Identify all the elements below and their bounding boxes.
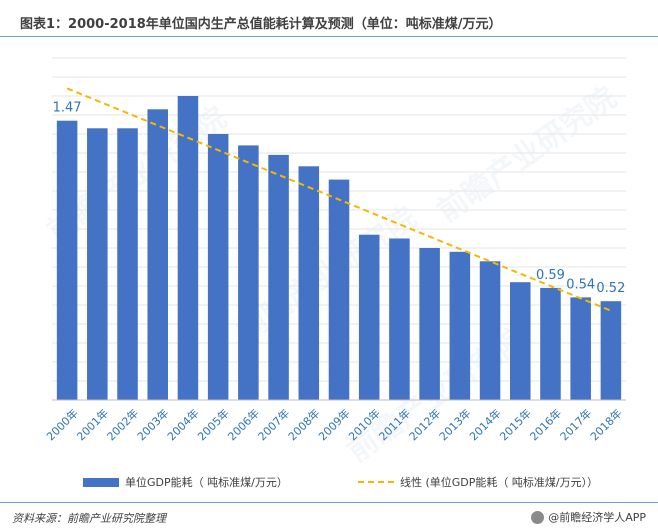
brand-logo-icon — [531, 510, 545, 524]
title-divider — [0, 36, 658, 37]
legend-bar-label: 单位GDP能耗（ 吨标准煤/万元） — [125, 476, 288, 489]
brand-label: @前瞻经济学人APP — [548, 511, 646, 524]
x-tick-label: 2015年 — [497, 406, 534, 443]
x-tick-label: 2002年 — [104, 406, 141, 443]
legend-bar-swatch — [83, 477, 119, 487]
trendline — [66, 87, 612, 312]
x-tick-label: 2018年 — [587, 406, 624, 443]
chart-legend: 单位GDP能耗（ 吨标准煤/万元） 线性 (单位GDP能耗（ 吨标准煤/万元）） — [0, 474, 658, 490]
x-tick-label: 2001年 — [74, 406, 111, 443]
bar-2010年 — [358, 234, 380, 400]
bar-layer — [56, 96, 622, 401]
data-label-2000年: 1.47 — [53, 101, 82, 116]
x-tick-label: 2008年 — [285, 406, 322, 443]
x-tick-label: 2006年 — [225, 406, 262, 443]
footer-divider — [0, 502, 658, 503]
bar-2004年 — [177, 96, 199, 400]
bar-2003年 — [147, 109, 169, 401]
legend-item-bars: 单位GDP能耗（ 吨标准煤/万元） — [83, 474, 288, 490]
bar-2009年 — [328, 179, 350, 400]
legend-line-swatch — [358, 481, 394, 483]
bar-2012年 — [419, 248, 440, 400]
x-tick-label: 2010年 — [346, 406, 383, 443]
x-tick-label: 2013年 — [436, 406, 473, 443]
bar-2006年 — [238, 145, 259, 400]
data-label-2018年: 0.52 — [596, 281, 625, 296]
x-tick-label: 2005年 — [194, 406, 231, 443]
bar-2001年 — [87, 128, 108, 401]
x-tick-label: 2004年 — [164, 406, 201, 443]
bar-2000年 — [56, 120, 78, 400]
chart-title: 图表1：2000-2018年单位国内生产总值能耗计算及预测（单位：吨标准煤/万元… — [20, 17, 502, 32]
x-tick-label: 2007年 — [255, 406, 292, 443]
bar-2008年 — [298, 166, 320, 400]
bar-chart: 1.470.590.54 0.52 2000年2001年2002年2003年200… — [43, 57, 626, 443]
bar-2013年 — [449, 251, 471, 400]
x-tick-label: 2016年 — [527, 406, 564, 443]
x-tick-label: 2003年 — [134, 406, 171, 443]
x-tick-label: 2017年 — [557, 406, 594, 443]
bar-2002年 — [117, 128, 138, 401]
brand-mark: @前瞻经济学人APP — [531, 509, 646, 525]
x-tick-label: 2014年 — [466, 406, 503, 443]
x-tick-label: 2000年 — [43, 406, 80, 443]
x-axis: 2000年2001年2002年2003年2004年2005年2006年2007年… — [43, 399, 626, 443]
data-label-2016年: 0.59 — [536, 268, 565, 283]
x-tick-label: 2011年 — [376, 406, 413, 443]
bar-2014年 — [479, 261, 501, 400]
label-layer: 1.47 0.590.54 0.52 — [53, 101, 626, 297]
trend-layer — [66, 87, 612, 312]
legend-item-trend: 线性 (单位GDP能耗（ 吨标准煤/万元）） — [358, 474, 598, 490]
x-tick-label: 2012年 — [406, 406, 443, 443]
bar-2007年 — [268, 154, 289, 400]
bar-2011年 — [389, 238, 410, 400]
source-note: 资料来源：前瞻产业研究院整理 — [12, 512, 166, 525]
data-label-2017年: 0.54 — [566, 277, 595, 292]
bar-2016年 — [540, 287, 561, 400]
bar-2015年 — [509, 282, 531, 400]
x-tick-label: 2009年 — [315, 406, 352, 443]
bar-2005年 — [207, 134, 229, 400]
bar-2017年 — [570, 297, 591, 400]
bar-2018年 — [600, 301, 622, 400]
legend-line-label: 线性 (单位GDP能耗（ 吨标准煤/万元）） — [400, 476, 599, 489]
